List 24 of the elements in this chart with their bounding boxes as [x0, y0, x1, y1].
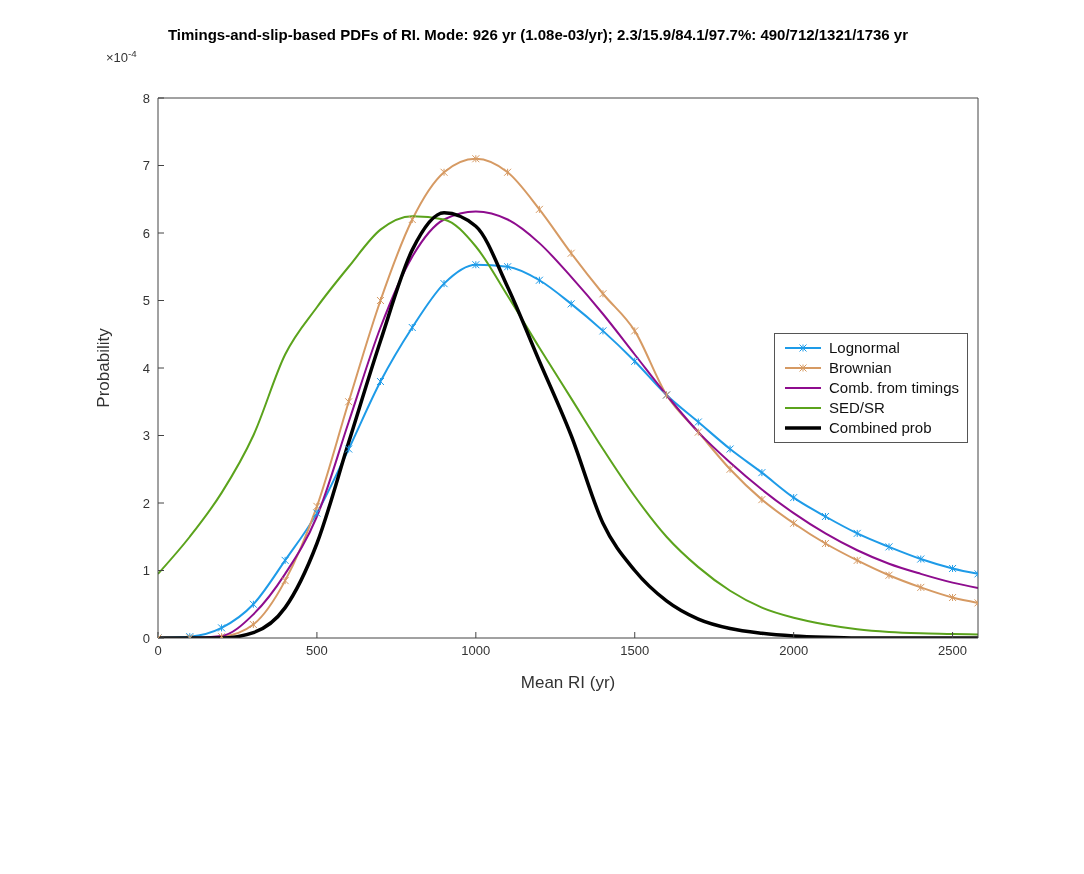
y-tick-label: 2: [142, 495, 150, 511]
legend-label: Brownian: [828, 358, 892, 378]
y-axis-title: Probability: [94, 327, 114, 408]
y-tick-label: 7: [142, 158, 150, 174]
x-tick-label: 1000: [461, 643, 491, 659]
chart-title: Timings-and-slip-based PDFs of RI. Mode: 926 yr (1.08e-03/yr); 2.3/15.9/84.1/97.7%: 490/712/1321/1736 yr: [166, 26, 910, 43]
y-tick-label: 8: [142, 90, 150, 106]
legend-label: SED/SR: [828, 398, 885, 418]
x-tick-label: 0: [154, 643, 162, 659]
y-tick-label: 6: [142, 225, 150, 241]
x-tick-label: 2000: [779, 643, 809, 659]
y-tick-label: 0: [142, 630, 150, 646]
y-tick-label: 5: [142, 293, 150, 309]
text: ×10$^{-4}$: [106, 47, 138, 65]
y-tick-label: 3: [142, 428, 150, 444]
legend-label: Comb. from timings: [828, 378, 959, 398]
y-tick-label: 4: [142, 360, 150, 376]
x-tick-label: 1500: [620, 643, 650, 659]
legend-label: Combined prob: [828, 418, 932, 438]
legend-label: Lognormal: [828, 338, 900, 358]
x-tick-label: 2500: [938, 643, 968, 659]
y-tick-label: 1: [142, 563, 150, 579]
x-axis-title: Mean RI (yr): [520, 673, 616, 692]
x-tick-label: 500: [306, 643, 328, 659]
